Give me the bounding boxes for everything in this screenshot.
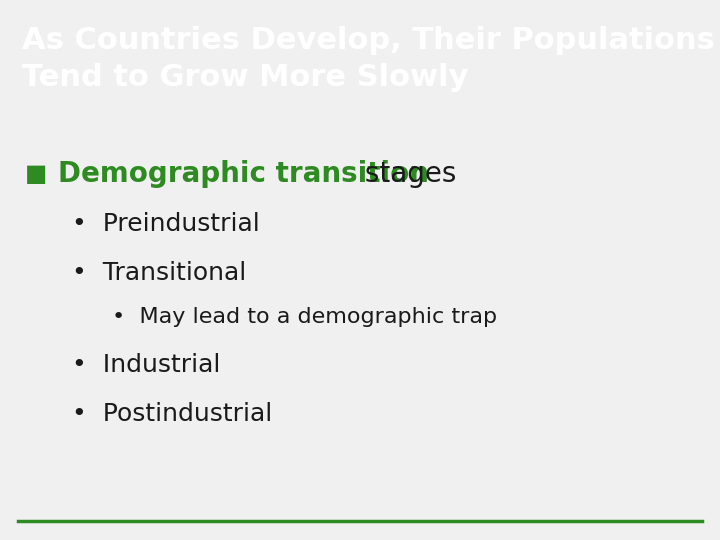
Text: Demographic transition: Demographic transition (58, 159, 428, 187)
Text: stages: stages (356, 159, 456, 187)
Text: •  Preindustrial: • Preindustrial (72, 212, 260, 236)
Text: •  Transitional: • Transitional (72, 260, 246, 285)
Text: ■: ■ (25, 161, 48, 186)
Text: •  Postindustrial: • Postindustrial (72, 402, 272, 426)
Text: •  Industrial: • Industrial (72, 353, 220, 377)
Text: •  May lead to a demographic trap: • May lead to a demographic trap (112, 307, 497, 327)
Text: As Countries Develop, Their Populations
Tend to Grow More Slowly: As Countries Develop, Their Populations … (22, 26, 714, 92)
